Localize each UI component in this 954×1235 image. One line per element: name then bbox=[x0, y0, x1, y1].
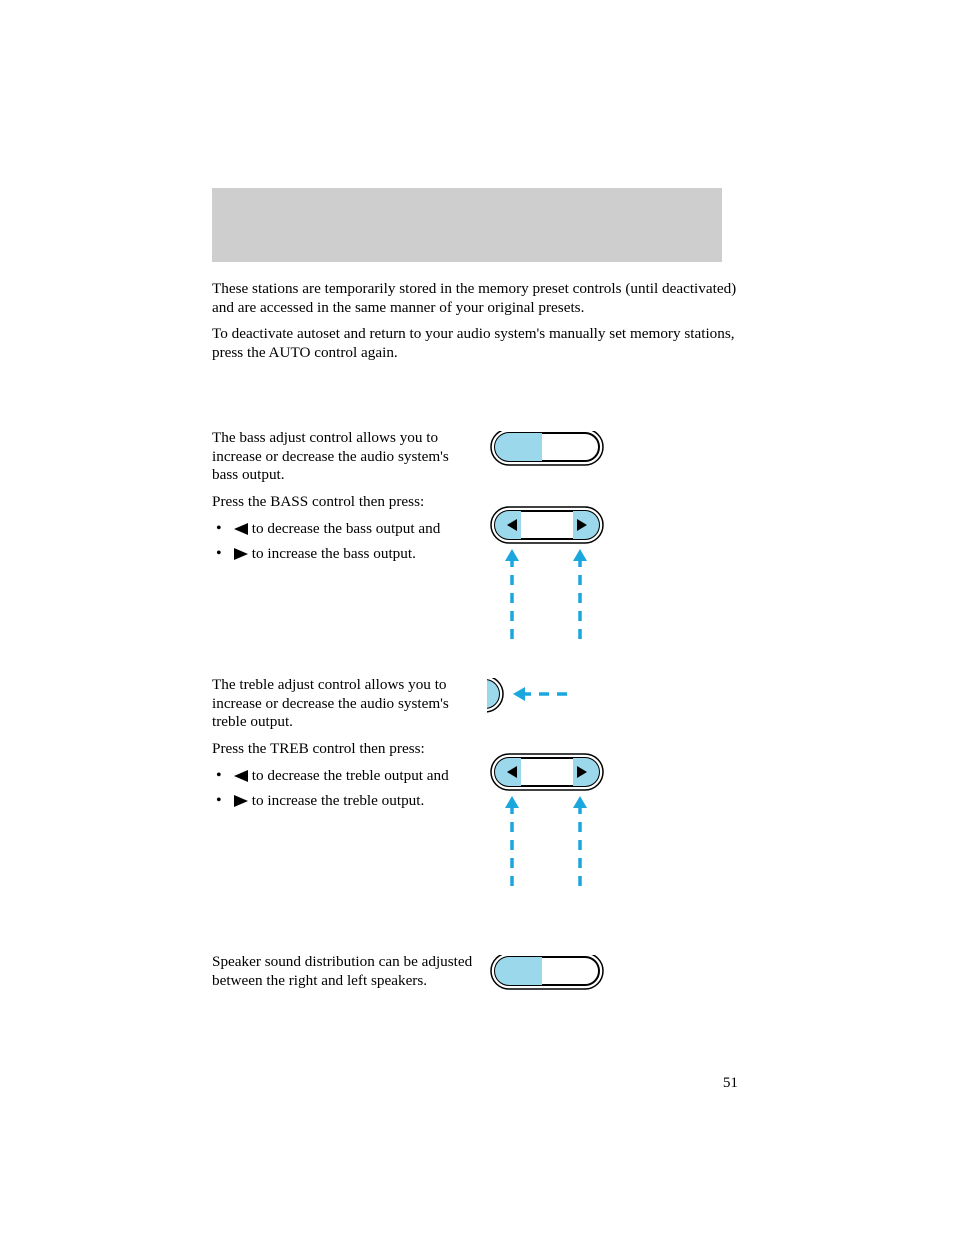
bass-diagram bbox=[487, 431, 747, 651]
bass-bullet-1: to decrease the bass output and bbox=[212, 519, 477, 538]
treble-b2-text: to increase the treble output. bbox=[248, 792, 424, 809]
treble-diagram bbox=[487, 678, 747, 898]
page-number: 51 bbox=[723, 1074, 738, 1092]
balance-p1: Speaker sound distribution can be adjust… bbox=[212, 953, 477, 990]
treble-p2: Press the TREB control then press: bbox=[212, 740, 477, 759]
triangle-right-icon bbox=[234, 548, 248, 560]
balance-diagram bbox=[487, 955, 687, 995]
bass-p2: Press the BASS control then press: bbox=[212, 493, 477, 512]
treble-bullet-2: to increase the treble output. bbox=[212, 791, 477, 810]
treble-p1: The treble adjust control allows you to … bbox=[212, 676, 477, 732]
intro-p1: These stations are temporarily stored in… bbox=[212, 280, 740, 317]
triangle-left-icon bbox=[234, 770, 248, 782]
bass-b2-text: to increase the bass output. bbox=[248, 545, 416, 562]
triangle-right-icon bbox=[234, 795, 248, 807]
content-area: These stations are temporarily stored in… bbox=[212, 280, 740, 370]
bass-p1: The bass adjust control allows you to in… bbox=[212, 429, 477, 485]
bass-bullets: to decrease the bass output and to incre… bbox=[212, 519, 477, 563]
bass-b1-text: to decrease the bass output and bbox=[248, 520, 440, 537]
bass-bullet-2: to increase the bass output. bbox=[212, 544, 477, 563]
treble-text: The treble adjust control allows you to … bbox=[212, 676, 477, 810]
balance-section: Speaker sound distribution can be adjust… bbox=[212, 953, 752, 998]
balance-text: Speaker sound distribution can be adjust… bbox=[212, 953, 477, 990]
bass-text: The bass adjust control allows you to in… bbox=[212, 429, 477, 563]
treble-section: The treble adjust control allows you to … bbox=[212, 676, 752, 816]
treble-b1-text: to decrease the treble output and bbox=[248, 767, 449, 784]
treble-bullet-1: to decrease the treble output and bbox=[212, 766, 477, 785]
header-bar bbox=[212, 188, 722, 262]
bass-section: The bass adjust control allows you to in… bbox=[212, 429, 752, 569]
triangle-left-icon bbox=[234, 523, 248, 535]
treble-bullets: to decrease the treble output and to inc… bbox=[212, 766, 477, 810]
intro-p2: To deactivate autoset and return to your… bbox=[212, 325, 740, 362]
